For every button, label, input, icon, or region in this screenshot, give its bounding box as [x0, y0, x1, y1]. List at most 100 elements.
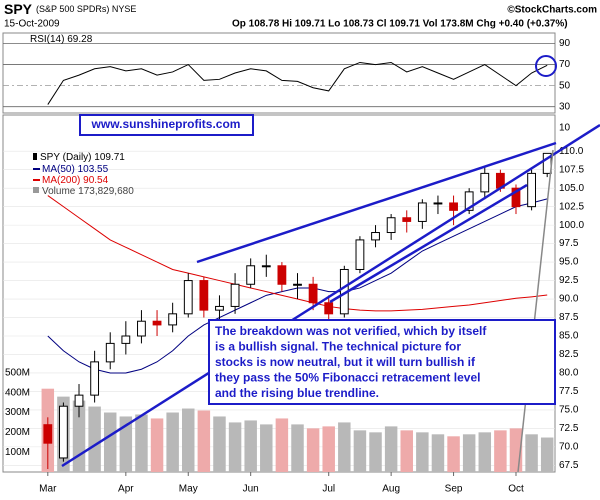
candle-body — [199, 280, 209, 311]
volume-bar — [322, 426, 335, 472]
volume-bar — [400, 430, 413, 472]
volume-tick-label: 200M — [5, 427, 30, 438]
rsi-line — [47, 61, 548, 105]
candle-body — [402, 217, 412, 222]
volume-bar — [384, 426, 398, 472]
volume-bar — [431, 434, 445, 472]
plot-layer: 90 70 50 30 10 110.0 107.5 105.0 102.5 100.0 97.5 9… — [3, 38, 584, 495]
x-tick-label: Apr — [118, 484, 134, 495]
volume-bar — [494, 430, 507, 472]
candle-body — [527, 172, 536, 208]
y-tick-label: 67.5 — [559, 460, 579, 471]
volume-tick-label: 500M — [5, 367, 30, 378]
volume-bar — [228, 422, 242, 472]
candle-body — [433, 202, 443, 205]
symbol: SPY — [4, 1, 33, 17]
candle-body — [121, 335, 131, 344]
candle-body — [324, 302, 334, 315]
source: ©StockCharts.com — [507, 5, 597, 16]
volume-bar — [338, 422, 351, 472]
volume-bar — [462, 434, 476, 472]
candle-body — [59, 405, 68, 459]
note-line: The breakdown was not verified, which by… — [215, 324, 487, 338]
volume-bar — [166, 412, 179, 472]
candle-body — [355, 239, 365, 270]
candle-body — [464, 191, 474, 211]
volume-bar — [540, 437, 554, 472]
date: 15-Oct-2009 — [4, 19, 60, 30]
y-tick-label: 90.0 — [559, 294, 579, 305]
candle-body — [168, 313, 178, 326]
candle-body — [152, 320, 162, 326]
legend-value: 103.55 — [78, 164, 109, 175]
x-tick-label: Oct — [508, 484, 524, 495]
candle-body — [386, 217, 396, 234]
candle-body — [215, 305, 224, 311]
volume-bar — [213, 416, 226, 472]
volume-bar — [369, 432, 382, 472]
volume-bar — [260, 424, 273, 472]
candle-body — [371, 232, 380, 241]
rsi-tick-label: 30 — [559, 101, 571, 112]
instrument: (S&P 500 SPDRs) NYSE — [36, 4, 136, 14]
legend-item: MA(200) 90.54 — [42, 175, 109, 186]
highlight-circle — [535, 55, 557, 77]
y-tick-label: 87.5 — [559, 312, 579, 323]
candle-body — [230, 283, 240, 307]
legend-value: 109.71 — [94, 152, 125, 163]
note-line: is a bullish signal. The technical pictu… — [215, 340, 461, 354]
candle-body — [246, 265, 256, 285]
rsi-tick-label: 50 — [559, 80, 571, 91]
y-tick-label: 80.0 — [559, 368, 579, 379]
volume-bar — [182, 408, 195, 472]
legend-item: MA(50) 103.55 — [42, 164, 109, 175]
legend-item: SPY (Daily) 109.71 — [40, 152, 125, 163]
rsi-last: 69.28 — [67, 34, 92, 45]
candle-body — [105, 342, 115, 363]
y-tick-label: 105.0 — [559, 183, 584, 194]
legend-label: Volume — [42, 186, 76, 197]
volume-bar — [306, 428, 320, 472]
trendline — [196, 141, 557, 264]
note-box — [208, 319, 556, 405]
trendline — [61, 123, 600, 468]
y-tick-label: 82.5 — [559, 349, 579, 360]
rsi-panel — [2, 32, 556, 114]
volume-bar — [88, 406, 101, 472]
header-title: SPY (S&P 500 SPDRs) NYSE — [4, 1, 136, 17]
x-tick-label: Aug — [382, 484, 400, 495]
trendline — [329, 183, 528, 304]
url: www.sunshineprofits.com — [91, 117, 241, 131]
y-tick-label: 102.5 — [559, 201, 584, 212]
retracement-line — [517, 149, 554, 473]
y-tick-label: 100.0 — [559, 220, 584, 231]
rsi-tick-label: 90 — [559, 38, 571, 49]
x-tick-label: Jul — [322, 484, 335, 495]
legend-value: 90.54 — [83, 175, 108, 186]
volume-bar — [416, 432, 429, 472]
y-tick-label: 75.0 — [559, 405, 579, 416]
legend-swatch — [33, 187, 39, 193]
y-tick-label: 95.0 — [559, 257, 579, 268]
y-tick-label: 110.0 — [559, 146, 584, 157]
volume-tick-label: 100M — [5, 447, 30, 458]
volume-bar — [291, 424, 304, 472]
y-tick-label: 97.5 — [559, 238, 579, 249]
legend-item: Volume 173,829,680 — [42, 186, 134, 197]
rsi-tick-label: 10 — [559, 122, 571, 133]
candle-body — [261, 265, 271, 268]
candle-body — [449, 202, 458, 211]
rsi-legend: RSI(14) 69.28 — [30, 34, 93, 45]
volume-bar — [353, 430, 367, 472]
x-tick-label: Jun — [243, 484, 259, 495]
volume-bar — [478, 432, 492, 472]
volume-tick-label: 300M — [5, 407, 30, 418]
candle-body — [277, 265, 287, 285]
candle-body — [480, 172, 490, 193]
volume-bar — [244, 420, 257, 472]
legend: SPY (Daily) 109.71 MA(50) 103.55 MA(200)… — [33, 152, 134, 197]
legend-label: SPY (Daily) — [40, 152, 92, 163]
y-tick-label: 72.5 — [559, 423, 579, 434]
candle-body — [43, 424, 53, 444]
candle-body — [293, 283, 302, 286]
